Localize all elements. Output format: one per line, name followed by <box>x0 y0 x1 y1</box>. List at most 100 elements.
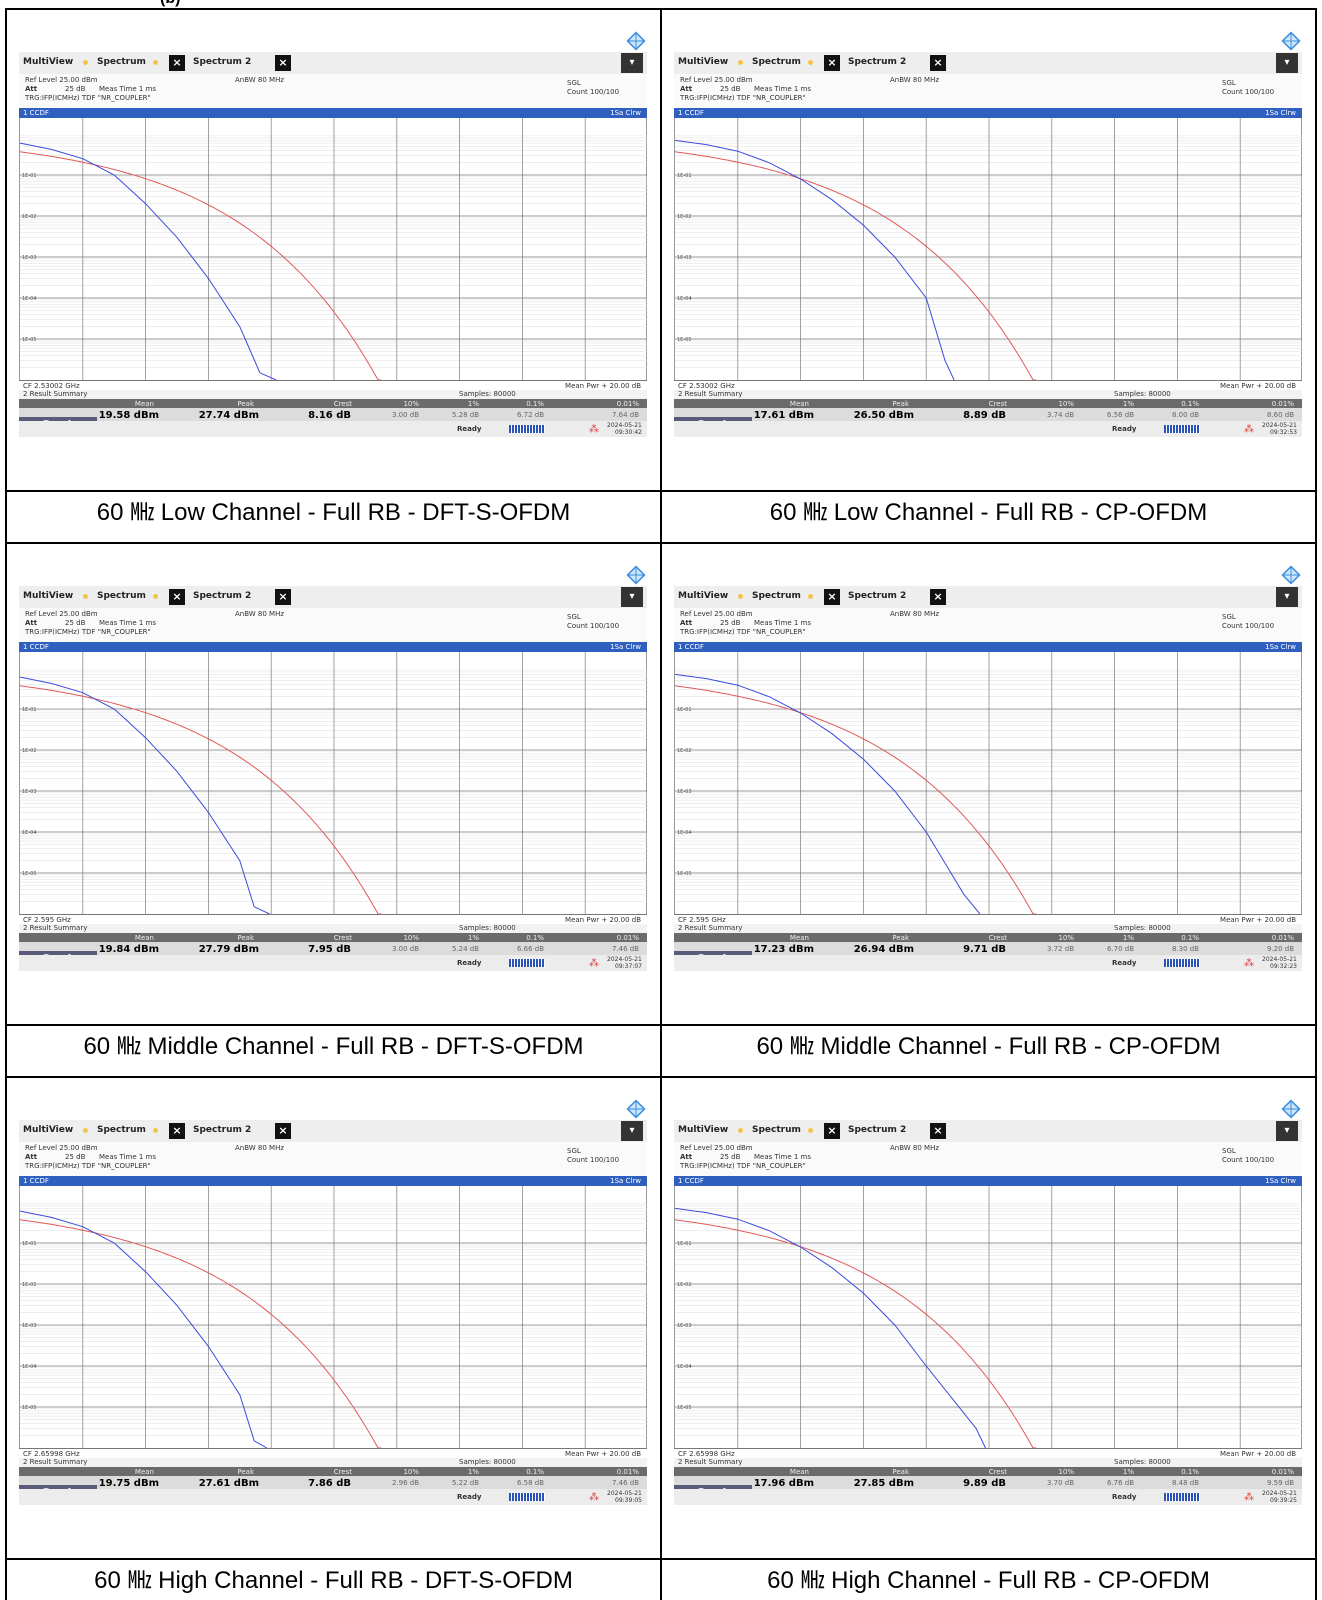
tab-spectrum-2[interactable]: Spectrum 2 <box>848 591 907 601</box>
menu-icon[interactable]: ▾ <box>1276 1121 1298 1141</box>
rs-logo-icon <box>626 1099 646 1119</box>
analyzer-screenshot: MultiView Spectrum × Spectrum 2 × ▾ Ref … <box>19 30 647 475</box>
tab-spectrum[interactable]: Spectrum <box>752 57 801 67</box>
tab-spectrum-2[interactable]: Spectrum 2 <box>193 57 252 67</box>
p10-value: 3.72 dB <box>1046 945 1074 953</box>
result-summary-table: Mean Peak Crest 10% 1% 0.1% 0.01% Trace … <box>674 1467 1302 1498</box>
result-value-row: Trace 1 17.61 dBm 26.50 dBm 8.89 dB 3.74… <box>674 408 1302 430</box>
peak-value: 26.94 dBm <box>853 944 914 955</box>
tab-spectrum-2[interactable]: Spectrum 2 <box>848 57 907 67</box>
close-tab-icon[interactable]: × <box>169 589 185 605</box>
tab-multiview[interactable]: MultiView <box>23 57 74 67</box>
ref-level: Ref Level 25.00 dBm <box>25 610 98 618</box>
tab-multiview[interactable]: MultiView <box>23 1125 74 1135</box>
result-value-row: Trace 1 19.75 dBm 27.61 dBm 7.86 dB 2.96… <box>19 1476 647 1498</box>
result-header-row: Mean Peak Crest 10% 1% 0.1% 0.01% <box>674 933 1302 942</box>
close-tab-icon[interactable]: × <box>169 1123 185 1139</box>
p10-value: 3.00 dB <box>391 945 419 953</box>
col-peak: Peak <box>892 400 909 408</box>
rs-logo-icon <box>1281 565 1301 585</box>
close-tab-icon[interactable]: × <box>824 1123 840 1139</box>
warning-icon: ⁂ <box>589 958 599 969</box>
ccdf-plot: 1E-01 1E-02 1E-03 1E-04 1E-05 <box>19 1186 647 1448</box>
tab-multiview[interactable]: MultiView <box>678 1125 729 1135</box>
menu-icon[interactable]: ▾ <box>621 1121 643 1141</box>
samples: Samples: 80000 <box>1114 390 1171 398</box>
screenshot-cell: MultiView Spectrum × Spectrum 2 × ▾ Ref … <box>660 542 1317 1026</box>
tab-multiview[interactable]: MultiView <box>23 591 74 601</box>
caption-row: 60 ㎒ Middle Channel - Full RB - DFT-S-OF… <box>5 1024 1317 1078</box>
result-value-row: Trace 1 19.58 dBm 27.74 dBm 8.16 dB 3.00… <box>19 408 647 430</box>
att-value: 25 dB <box>720 85 741 93</box>
menu-icon[interactable]: ▾ <box>1276 587 1298 607</box>
y-tick-label: 1E-05 <box>677 1405 692 1411</box>
tab-spectrum-2[interactable]: Spectrum 2 <box>193 591 252 601</box>
clrw: 1Sa Clrw <box>1265 1177 1296 1185</box>
close-tab-icon[interactable]: × <box>930 1123 946 1139</box>
tab-spectrum[interactable]: Spectrum <box>97 1125 146 1135</box>
screenshot-cell: MultiView Spectrum × Spectrum 2 × ▾ Ref … <box>660 8 1317 492</box>
y-tick-label: 1E-05 <box>22 337 37 343</box>
ccdf-plot: 1E-01 1E-02 1E-03 1E-04 1E-05 <box>19 652 647 914</box>
ccdf-window-header: 1 CCDF 1Sa Clrw <box>674 108 1302 118</box>
close-tab-icon[interactable]: × <box>275 589 291 605</box>
y-tick-label: 1E-01 <box>22 173 37 179</box>
result-summary-label: 2 Result Summary <box>678 924 743 932</box>
cf-row: CF 2.53002 GHz Mean Pwr + 20.00 dB <box>19 380 647 390</box>
status-date: 2024-05-21 <box>607 422 642 429</box>
col-crest: Crest <box>333 934 352 942</box>
measurement-settings: Ref Level 25.00 dBm Att 25 dB Meas Time … <box>19 1142 647 1176</box>
progress-indicator <box>1164 959 1200 967</box>
menu-icon[interactable]: ▾ <box>1276 53 1298 73</box>
menu-icon[interactable]: ▾ <box>621 53 643 73</box>
result-value-row: Trace 1 17.96 dBm 27.85 dBm 9.89 dB 3.70… <box>674 1476 1302 1498</box>
col-10: 10% <box>403 934 419 942</box>
col-10: 10% <box>1058 934 1074 942</box>
anbw: AnBW 80 MHz <box>890 76 940 84</box>
status-date: 2024-05-21 <box>607 956 642 963</box>
close-tab-icon[interactable]: × <box>824 55 840 71</box>
screenshot-cell: MultiView Spectrum × Spectrum 2 × ▾ Ref … <box>5 542 662 1026</box>
y-tick-label: 1E-04 <box>22 1364 37 1370</box>
mean-value: 17.23 dBm <box>753 944 814 955</box>
trace-1-curve <box>20 1210 268 1448</box>
tab-spectrum[interactable]: Spectrum <box>97 591 146 601</box>
tab-multiview[interactable]: MultiView <box>678 57 729 67</box>
tab-multiview[interactable]: MultiView <box>678 591 729 601</box>
status-bar: Ready ⁂ 2024-05-21 09:37:07 <box>19 955 647 971</box>
mean-pwr: Mean Pwr + 20.00 dB <box>1220 382 1296 390</box>
close-tab-icon[interactable]: × <box>824 589 840 605</box>
att-label: Att <box>25 85 38 93</box>
tab-spectrum[interactable]: Spectrum <box>752 1125 801 1135</box>
col-001: 0.01% <box>1271 934 1294 942</box>
gaussian-reference-curve <box>675 685 1037 914</box>
ready-status: Ready <box>1112 959 1137 967</box>
close-tab-icon[interactable]: × <box>275 55 291 71</box>
close-tab-icon[interactable]: × <box>930 55 946 71</box>
col-peak: Peak <box>237 400 254 408</box>
tab-spectrum-2[interactable]: Spectrum 2 <box>848 1125 907 1135</box>
tab-spectrum[interactable]: Spectrum <box>752 591 801 601</box>
close-tab-icon[interactable]: × <box>275 1123 291 1139</box>
ccdf-label: 1 CCDF <box>678 1177 704 1185</box>
col-1: 1% <box>467 400 479 408</box>
result-summary-table: Mean Peak Crest 10% 1% 0.1% 0.01% Trace … <box>674 933 1302 964</box>
p001-value: 8.60 dB <box>1266 411 1294 419</box>
menu-icon[interactable]: ▾ <box>621 587 643 607</box>
result-summary-header: 2 Result Summary Samples: 80000 <box>19 1458 647 1467</box>
clrw: 1Sa Clrw <box>610 1177 641 1185</box>
tab-spectrum-2[interactable]: Spectrum 2 <box>193 1125 252 1135</box>
tab-spectrum[interactable]: Spectrum <box>97 57 146 67</box>
p1-value: 5.24 dB <box>451 945 479 953</box>
p10-value: 3.00 dB <box>391 411 419 419</box>
close-tab-icon[interactable]: × <box>169 55 185 71</box>
col-crest: Crest <box>333 1468 352 1476</box>
att-value: 25 dB <box>720 619 741 627</box>
center-frequency: CF 2.53002 GHz <box>678 382 735 390</box>
status-time: 09:39:05 <box>615 1497 642 1504</box>
ccdf-plot: 1E-01 1E-02 1E-03 1E-04 1E-05 <box>674 1186 1302 1448</box>
status-bar: Ready ⁂ 2024-05-21 09:39:05 <box>19 1489 647 1505</box>
close-tab-icon[interactable]: × <box>930 589 946 605</box>
col-mean: Mean <box>134 400 154 408</box>
count: Count 100/100 <box>567 1156 620 1164</box>
